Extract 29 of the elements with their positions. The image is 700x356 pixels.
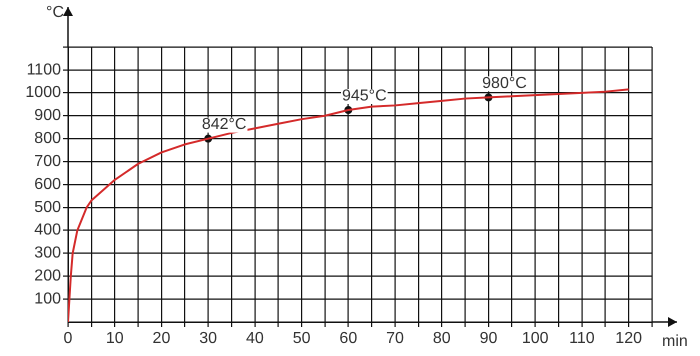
- x-tick-label: 70: [386, 330, 404, 348]
- x-tick-label: 10: [106, 330, 124, 348]
- x-tick-label: 90: [480, 330, 498, 348]
- y-tick-label: 1000: [25, 84, 62, 102]
- x-tick-label: 110: [569, 330, 595, 348]
- y-tick-label: 700: [34, 152, 62, 170]
- x-tick-label: 60: [339, 330, 358, 348]
- x-tick-label: 40: [246, 330, 264, 348]
- x-tick-label: 50: [292, 330, 311, 348]
- x-tick-label: 20: [152, 330, 170, 348]
- annotation: 945°C: [342, 87, 387, 104]
- annotation: 980°C: [482, 74, 527, 92]
- x-tick-label: 120: [615, 330, 642, 348]
- y-tick-label: 1100: [26, 61, 62, 78]
- y-tick-label: 300: [34, 244, 62, 262]
- y-axis-title: °C: [46, 4, 64, 21]
- y-tick-label: 600: [34, 176, 62, 193]
- x-tick-label: 30: [199, 330, 218, 348]
- y-tick-label: 900: [34, 107, 62, 124]
- y-tick-label: 100: [34, 290, 62, 308]
- annotation: 842°C: [202, 116, 246, 134]
- y-tick-label: 500: [34, 198, 62, 216]
- x-axis-title: min: [662, 333, 688, 350]
- x-tick-label: 0: [64, 330, 73, 348]
- y-tick-label: 800: [34, 130, 62, 148]
- x-tick-label: 100: [522, 330, 549, 348]
- x-tick-label: 80: [432, 330, 451, 348]
- y-tick-label: 400: [34, 222, 62, 239]
- y-tick-label: 200: [34, 268, 62, 285]
